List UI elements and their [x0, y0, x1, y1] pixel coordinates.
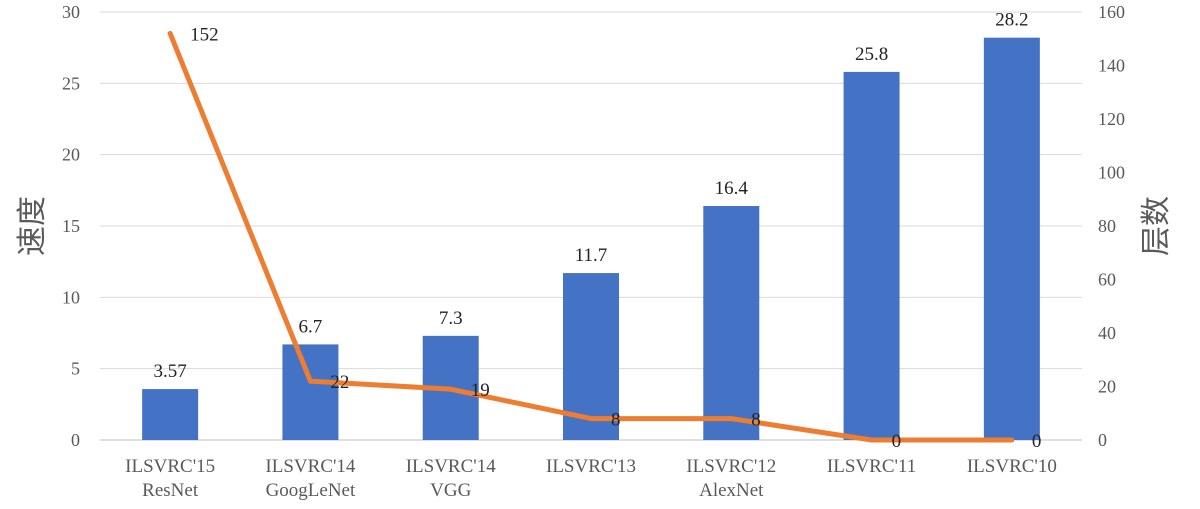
bar: [142, 389, 199, 440]
line-series: [167, 30, 1015, 443]
bar-data-label: 28.2: [995, 10, 1028, 31]
category-label-line: ILSVRC'10: [967, 456, 1057, 477]
line-data-label: 0: [892, 431, 902, 452]
left-axis-ticks: 0 5 10 15 20 25 30: [62, 2, 80, 450]
line-data-label: 8: [611, 410, 621, 431]
category-label: ILSVRC'13: [546, 456, 636, 477]
bar-data-label: 3.57: [154, 361, 187, 382]
category-label: ILSVRC'10: [967, 456, 1057, 477]
left-tick-label: 5: [71, 359, 80, 379]
bar: [843, 71, 900, 441]
category-label-line: AlexNet: [699, 480, 764, 501]
line-data-label: 0: [1032, 431, 1042, 452]
left-tick-label: 25: [62, 73, 80, 93]
right-tick-label: 40: [1098, 323, 1116, 343]
line-data-label: 19: [471, 380, 490, 401]
bar-data-label: 6.7: [299, 316, 323, 337]
right-tick-label: 120: [1098, 109, 1125, 129]
category-label: ILSVRC'12 AlexNet: [686, 456, 776, 501]
category-label-line: ILSVRC'14: [265, 456, 355, 477]
left-tick-label: 20: [62, 145, 80, 165]
left-axis-title: 速度: [15, 196, 50, 256]
right-axis-title: 层数: [1139, 196, 1174, 256]
category-label-line: ILSVRC'13: [546, 456, 636, 477]
bar-data-label: 16.4: [715, 178, 749, 199]
line-path: [167, 30, 1015, 443]
line-data-label: 152: [190, 24, 219, 45]
right-tick-label: 80: [1098, 216, 1116, 236]
bar-data-labels: 3.57 6.7 7.3 11.7 16.4 25.8 28.2: [154, 10, 1029, 382]
right-tick-label: 100: [1098, 163, 1125, 183]
bar: [282, 344, 339, 440]
line-data-labels: 152 22 19 8 8 0 0: [190, 24, 1041, 452]
category-label-line: ILSVRC'11: [827, 456, 916, 477]
bar-data-label: 25.8: [855, 44, 888, 65]
line-data-label: 8: [751, 410, 761, 431]
category-label: ILSVRC'15 ResNet: [125, 456, 215, 501]
category-label-line: ILSVRC'15: [125, 456, 215, 477]
bar-data-label: 11.7: [575, 245, 608, 266]
right-tick-label: 20: [1098, 377, 1116, 397]
left-tick-label: 0: [71, 430, 80, 450]
bar: [703, 206, 760, 440]
category-label-line: GoogLeNet: [266, 480, 356, 501]
bar: [983, 37, 1040, 441]
category-label-line: ILSVRC'14: [406, 456, 496, 477]
right-tick-label: 140: [1098, 56, 1125, 76]
line-data-label: 22: [330, 372, 349, 393]
category-label-line: ILSVRC'12: [686, 456, 776, 477]
category-label: ILSVRC'14 VGG: [406, 456, 496, 501]
right-tick-label: 160: [1098, 2, 1125, 22]
left-tick-label: 30: [62, 2, 80, 22]
category-label-line: ResNet: [142, 480, 199, 501]
right-tick-label: 0: [1098, 430, 1107, 450]
left-tick-label: 10: [62, 287, 80, 307]
category-label-line: VGG: [430, 480, 471, 501]
right-tick-label: 60: [1098, 270, 1116, 290]
category-label: ILSVRC'14 GoogLeNet: [265, 456, 356, 501]
left-tick-label: 15: [62, 216, 80, 236]
bar-series: [142, 37, 1040, 441]
bar-data-label: 7.3: [439, 308, 463, 329]
category-label: ILSVRC'11: [827, 456, 916, 477]
right-axis-ticks: 0 20 40 60 80 100 120 140 160: [1098, 2, 1125, 450]
